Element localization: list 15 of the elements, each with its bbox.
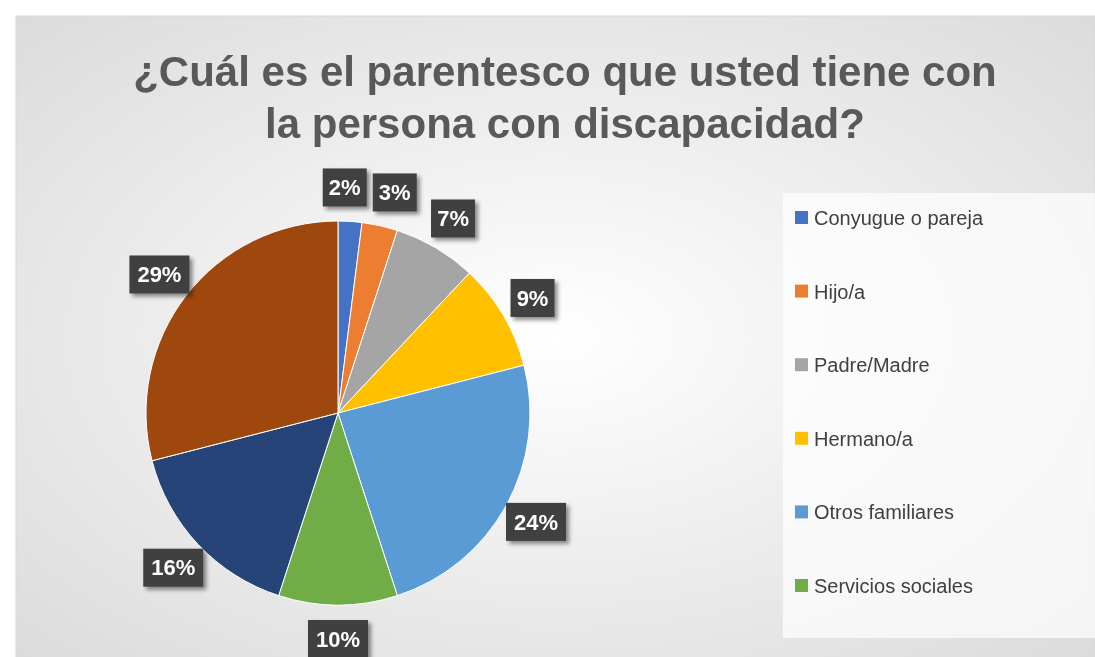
legend-label: Padre/Madre — [814, 354, 930, 377]
legend-label: Servicios sociales — [814, 575, 973, 597]
data-label: 24% — [514, 509, 559, 535]
data-label: 10% — [315, 626, 361, 652]
data-label: 9% — [516, 285, 549, 311]
data-label: 2% — [328, 175, 361, 201]
data-label: 29% — [137, 262, 182, 288]
data-label: 3% — [378, 180, 411, 206]
data-label: 16% — [151, 555, 196, 581]
legend-label: Conyugue o pareja — [814, 207, 984, 229]
legend-label: Hijo/a — [814, 280, 867, 303]
chart-title: ¿Cuál es el parentesco que usted tiene con la persona con discapacidad? — [133, 48, 997, 147]
legend-label: Otros familiares — [814, 501, 955, 524]
legend-label: Hermano/a — [814, 427, 914, 450]
data-label: 7% — [437, 206, 469, 232]
